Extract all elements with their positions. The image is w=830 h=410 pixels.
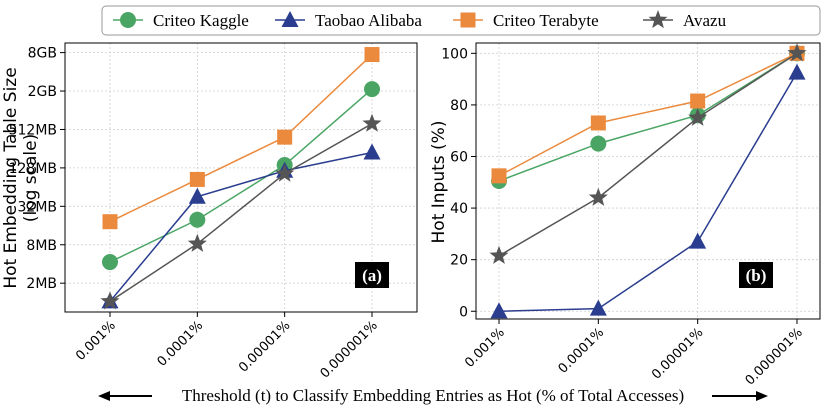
- a-point-avazu: [100, 291, 120, 310]
- a-x-tick-label: 0.000001%: [318, 318, 381, 381]
- b-point-taobao-alibaba: [490, 302, 508, 319]
- panel-a-label: (a): [362, 266, 382, 285]
- legend-label-avazu: Avazu: [683, 11, 727, 30]
- panel-b-ylabel: Hot Inputs (%): [429, 121, 449, 244]
- b-x-tick-label: 0.00001%: [649, 325, 706, 382]
- legend-label-taobao-alibaba: Taobao Alibaba: [315, 11, 422, 30]
- legend-label-criteo-kaggle: Criteo Kaggle: [153, 11, 249, 30]
- a-y-tick-label: 512MB: [9, 122, 57, 138]
- b-line-avazu: [498, 52, 798, 257]
- a-line-avazu: [109, 123, 373, 303]
- a-point-avazu: [275, 163, 295, 182]
- b-y-tick-label: 20: [450, 253, 468, 269]
- a-point-criteo-terabyte: [364, 47, 380, 63]
- right-arrow-head-icon: [756, 391, 768, 401]
- a-point-taobao-alibaba: [188, 187, 206, 204]
- panel-b-label-badge: [739, 262, 773, 288]
- legend: Criteo Kaggle Taobao Alibaba Criteo Teraby…: [101, 5, 821, 36]
- panel-b-grid: [476, 43, 820, 319]
- panel-a-ylabel-line1: Hot Embedding Table Size: [1, 67, 21, 288]
- a-point-criteo-kaggle: [364, 81, 380, 98]
- panel-a-x-ticks: 0.001% 0.0001% 0.00001% 0.000001%: [73, 312, 381, 381]
- a-line-criteo-kaggle: [109, 88, 373, 263]
- a-y-tick-label: 2MB: [26, 276, 57, 292]
- b-y-tick-label: 40: [450, 201, 468, 217]
- x-axis-caption: Threshold (t) to Classify Embedding Entr…: [98, 386, 768, 405]
- panel-b-label: (b): [746, 266, 767, 285]
- legend-marker-criteo-terabyte: [460, 12, 476, 28]
- legend-marker-taobao-alibaba: [281, 11, 299, 27]
- a-point-avazu: [362, 113, 382, 132]
- a-point-criteo-terabyte: [189, 171, 205, 187]
- b-point-criteo-terabyte: [690, 93, 706, 109]
- x-axis-label: Threshold (t) to Classify Embedding Entr…: [182, 386, 684, 405]
- b-point-criteo-kaggle: [590, 135, 607, 152]
- a-y-tick-label: 2GB: [28, 84, 57, 100]
- a-point-criteo-terabyte: [277, 129, 293, 145]
- panel-a-series: [100, 47, 382, 310]
- b-point-avazu: [787, 43, 807, 62]
- b-x-tick-label: 0.001%: [462, 325, 508, 371]
- panel-b-frame: [475, 42, 821, 320]
- a-y-tick-label: 128MB: [9, 161, 57, 177]
- b-y-tick-label: 60: [450, 149, 468, 165]
- b-point-avazu: [688, 107, 708, 126]
- panel-a-y-ticks: 2MB 8MB 32MB 128MB 512MB 2GB 8GB: [9, 46, 65, 292]
- legend-marker-avazu: [648, 10, 668, 29]
- a-point-criteo-kaggle: [189, 211, 206, 228]
- a-point-taobao-alibaba: [363, 143, 381, 160]
- panel-a-label-badge: [355, 262, 389, 288]
- b-point-taobao-alibaba: [589, 299, 607, 316]
- a-x-tick-label: 0.001%: [73, 318, 119, 364]
- a-y-tick-label: 32MB: [18, 199, 58, 215]
- b-x-tick-label: 0.000001%: [743, 325, 806, 388]
- a-point-avazu: [187, 233, 207, 252]
- panel-b-series: [489, 43, 807, 319]
- b-x-tick-label: 0.0001%: [556, 325, 608, 377]
- a-x-tick-label: 0.0001%: [155, 318, 207, 370]
- panel-a-ylabel-line2: (log scale): [21, 134, 41, 222]
- a-y-tick-label: 8MB: [26, 238, 57, 254]
- legend-label-criteo-terabyte: Criteo Terabyte: [493, 11, 599, 30]
- b-point-avazu: [489, 245, 509, 264]
- b-y-tick-label: 80: [450, 98, 468, 114]
- a-line-criteo-terabyte: [109, 53, 373, 223]
- panel-b-y-ticks: 0 20 40 60 80 100: [441, 46, 476, 320]
- a-y-tick-label: 8GB: [28, 46, 57, 62]
- left-arrow-head-icon: [98, 391, 110, 401]
- b-line-criteo-terabyte: [498, 52, 798, 177]
- a-line-taobao-alibaba: [109, 151, 373, 302]
- a-point-criteo-terabyte: [102, 214, 118, 230]
- panel-a-frame: [64, 42, 418, 313]
- panel-a: 2MB 8MB 32MB 128MB 512MB 2GB 8GB 0.001% 0.0001%…: [1, 42, 418, 381]
- legend-marker-criteo-kaggle: [120, 12, 136, 28]
- panel-b-x-ticks: 0.001% 0.0001% 0.00001% 0.000001%: [462, 319, 806, 388]
- b-point-criteo-terabyte: [590, 115, 606, 131]
- a-x-tick-label: 0.00001%: [236, 318, 293, 375]
- b-point-avazu: [588, 187, 608, 206]
- b-point-taobao-alibaba: [689, 232, 707, 249]
- panel-b: 0 20 40 60 80 100 0.001% 0.0001% 0.00001% 0.0000…: [429, 42, 821, 388]
- b-point-taobao-alibaba: [788, 63, 806, 80]
- b-line-taobao-alibaba: [498, 72, 798, 313]
- a-point-criteo-kaggle: [102, 254, 118, 271]
- b-y-tick-label: 0: [459, 304, 468, 320]
- b-point-criteo-terabyte: [491, 168, 507, 184]
- b-line-criteo-kaggle: [498, 52, 798, 182]
- panel-a-grid: [65, 43, 417, 312]
- b-y-tick-label: 100: [441, 46, 468, 62]
